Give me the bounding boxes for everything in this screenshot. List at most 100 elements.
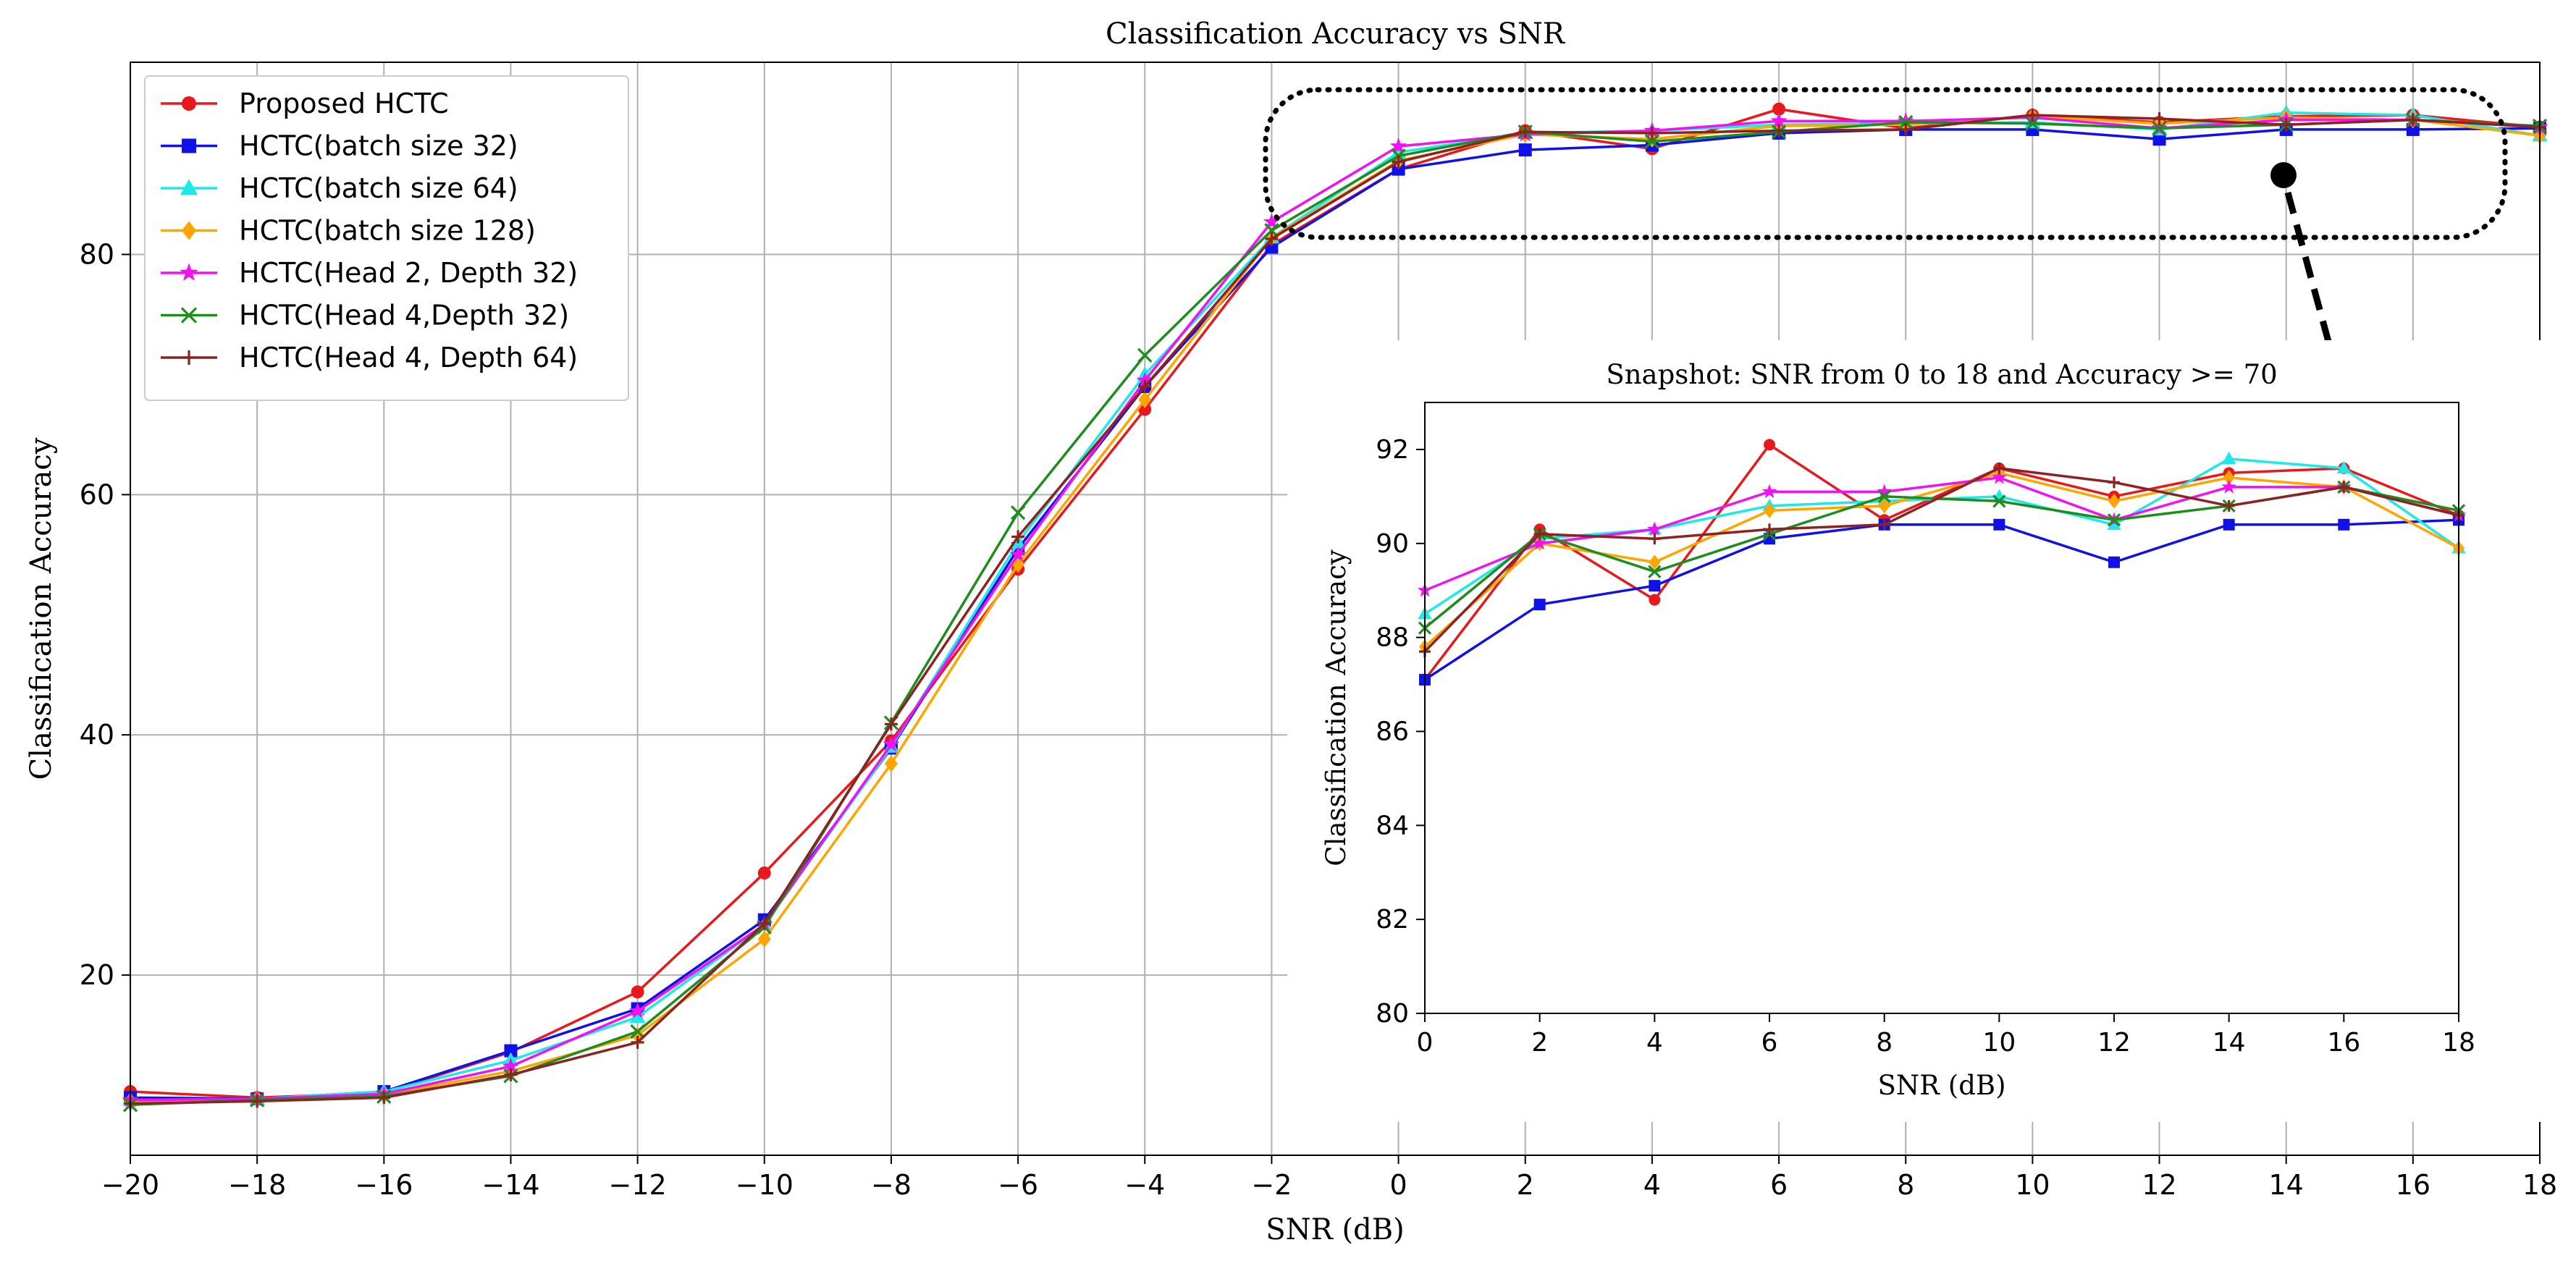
main-x-tick-label: 0 <box>1389 1169 1407 1201</box>
main-data-point <box>1392 155 1405 169</box>
main-x-tick-label: 16 <box>2396 1169 2430 1201</box>
inset-data-point <box>1764 502 1775 518</box>
legend-marker <box>182 138 196 153</box>
inset-data-point <box>1992 470 2007 484</box>
main-x-tick-label: 12 <box>2142 1169 2176 1201</box>
main-x-tick-label: 14 <box>2269 1169 2304 1201</box>
legend-marker <box>180 307 198 324</box>
main-series-7 <box>124 109 2546 1110</box>
main-y-axis-ticks: 20 40 60 80 <box>80 238 130 991</box>
main-data-point <box>1518 125 1532 139</box>
inset-data-point <box>2336 460 2351 474</box>
main-data-point <box>630 1024 645 1039</box>
inset-y-tick-label: 88 <box>1376 623 1409 653</box>
inset-data-point <box>1993 518 2005 531</box>
main-data-point <box>1899 122 1913 136</box>
main-data-point <box>2025 116 2040 131</box>
main-chart-title: Classification Accuracy vs SNR <box>1106 17 1566 51</box>
main-series-line <box>130 114 2541 1105</box>
legend: Proposed HCTC HCTC(batch size 32) HCTC(bat… <box>144 75 629 401</box>
pointer-arrow-origin-dot <box>2270 162 2297 188</box>
main-data-point <box>502 1058 520 1074</box>
inset-y-axis-label: Classification Accuracy <box>1321 549 1352 866</box>
legend-item-6: HCTC(Head 4,Depth 32) <box>161 300 569 332</box>
main-series-lines <box>122 102 2548 1113</box>
main-data-point <box>631 985 644 999</box>
main-data-point <box>757 866 771 880</box>
main-x-tick-label: −16 <box>355 1169 413 1201</box>
inset-data-point <box>1878 498 1890 514</box>
inset-x-tick-label: 18 <box>2442 1028 2475 1058</box>
legend-label: HCTC(batch size 128) <box>239 215 536 247</box>
main-data-point <box>504 1068 518 1081</box>
inset-data-point <box>1761 484 1777 499</box>
main-data-point <box>1011 530 1025 544</box>
inset-x-tick-label: 12 <box>2097 1028 2131 1058</box>
main-data-point <box>1898 114 1914 130</box>
inset-series-line <box>1423 467 2459 653</box>
main-data-point <box>2406 122 2420 136</box>
inset-series-2 <box>1419 514 2465 686</box>
main-data-point <box>504 1044 518 1058</box>
inset-x-tick-label: 8 <box>1876 1028 1893 1058</box>
inset-y-tick-label: 84 <box>1376 811 1409 840</box>
legend-items: Proposed HCTC HCTC(batch size 32) HCTC(bat… <box>161 88 578 374</box>
main-data-point <box>1263 213 1280 229</box>
inset-plot-frame <box>1424 402 2459 1014</box>
main-data-point <box>631 1036 644 1050</box>
main-data-point <box>1772 102 1786 116</box>
inset-series-lines <box>1417 439 2467 686</box>
main-x-tick-label: −20 <box>101 1169 159 1201</box>
inset-x-tick-label: 10 <box>1982 1028 2016 1058</box>
inset-data-point <box>2223 470 2235 486</box>
main-x-tick-label: 6 <box>1770 1169 1788 1201</box>
highlight-region-box <box>1263 87 2508 240</box>
inset-chart: 0 2 4 6 8 10 12 14 16 18 80 82 84 86 88 90 92 Snapshot:… <box>1287 340 2562 1122</box>
main-data-point <box>1772 124 1786 138</box>
inset-data-point <box>1532 535 1547 550</box>
main-data-point <box>1390 138 1407 153</box>
main-data-point <box>1010 505 1026 520</box>
main-data-point <box>1138 380 1152 394</box>
main-data-point <box>251 1094 264 1108</box>
main-x-tick-label: −8 <box>871 1169 912 1201</box>
inset-data-point <box>1649 580 1661 592</box>
inset-data-point <box>1993 462 2005 474</box>
main-data-point <box>1137 347 1153 363</box>
main-y-tick-label: 60 <box>80 478 114 510</box>
inset-y-tick-label: 92 <box>1376 435 1409 465</box>
legend-marker <box>180 179 198 195</box>
inset-data-point <box>2223 499 2235 512</box>
inset-data-point <box>1992 494 2006 508</box>
inset-y-axis-ticks: 80 82 84 86 88 90 92 <box>1376 435 1425 1029</box>
legend-label: HCTC(Head 4,Depth 32) <box>239 300 569 332</box>
main-data-point <box>1265 232 1279 245</box>
inset-data-point <box>1877 484 1892 499</box>
inset-data-point <box>1533 599 1546 611</box>
legend-item-2: HCTC(batch size 32) <box>161 130 518 162</box>
main-y-axis-label: Classification Accuracy <box>25 437 58 780</box>
inset-x-tick-label: 2 <box>1531 1028 1548 1058</box>
legend-marker <box>182 96 196 111</box>
inset-chart-title: Snapshot: SNR from 0 to 18 and Accuracy … <box>1606 359 2277 390</box>
main-data-point <box>377 1091 391 1105</box>
inset-data-point <box>1764 523 1775 536</box>
inset-x-tick-label: 16 <box>2327 1028 2360 1058</box>
main-data-point <box>2152 121 2167 136</box>
inset-data-point <box>1878 518 1890 531</box>
main-x-tick-label: −10 <box>736 1169 794 1201</box>
inset-data-point <box>2222 451 2236 465</box>
inset-data-point <box>1649 594 1661 606</box>
legend-marker <box>182 350 196 365</box>
inset-x-axis-ticks: 0 2 4 6 8 10 12 14 16 18 <box>1417 1013 2475 1058</box>
inset-data-point <box>2108 476 2120 489</box>
main-data-point <box>2152 132 2166 146</box>
legend-marker <box>182 221 196 240</box>
inset-data-point <box>1647 521 1662 536</box>
main-x-tick-label: 2 <box>1517 1169 1534 1201</box>
main-data-point <box>1518 143 1532 157</box>
main-x-tick-label: −18 <box>228 1169 286 1201</box>
inset-y-tick-label: 90 <box>1376 529 1409 559</box>
inset-data-point <box>2223 518 2235 531</box>
